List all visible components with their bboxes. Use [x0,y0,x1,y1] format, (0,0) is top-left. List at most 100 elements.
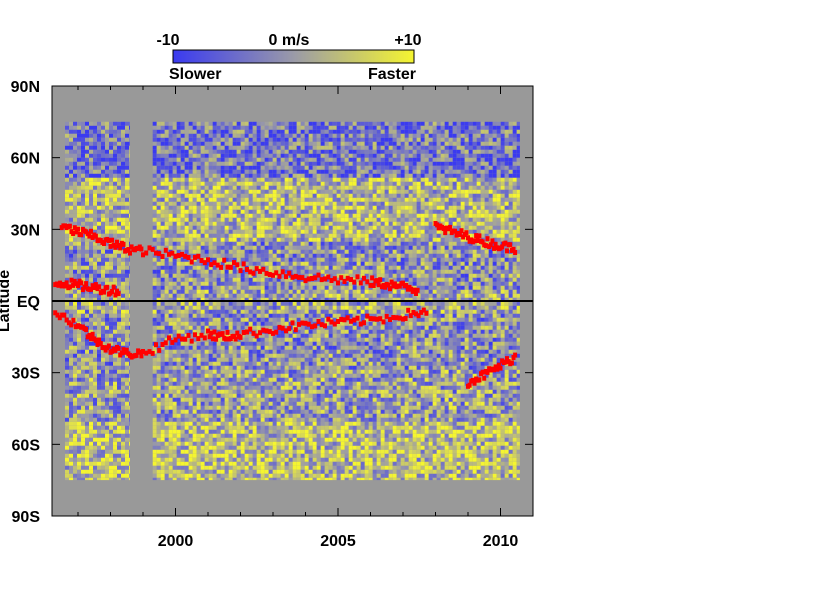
heatmap-cell [292,261,297,266]
heatmap-cell [220,133,225,138]
heatmap-cell [200,445,205,450]
heatmap-cell [300,289,305,294]
heatmap-cell [81,121,85,126]
heatmap-cell [176,169,181,174]
heatmap-cell [280,289,285,294]
heatmap-cell [168,369,173,374]
heatmap-cell [240,265,245,270]
heatmap-cell [228,473,233,478]
heatmap-cell [129,301,130,306]
heatmap-cell [212,377,217,382]
heatmap-cell [248,381,253,386]
heatmap-cell [288,129,293,134]
heatmap-cell [284,161,289,166]
heatmap-cell [93,125,97,130]
heatmap-cell [268,361,273,366]
heatmap-cell [192,417,197,422]
heatmap-cell [89,201,93,206]
heatmap-cell [77,405,81,410]
heatmap-cell [208,321,213,326]
heatmap-cell [188,301,193,306]
heatmap-cell [212,353,217,358]
heatmap-cell [284,385,289,390]
heatmap-cell [176,149,181,154]
heatmap-cell [236,153,241,158]
heatmap-cell [224,313,229,318]
heatmap-cell [77,141,81,146]
heatmap-cell [200,341,205,346]
heatmap-cell [296,413,301,418]
heatmap-cell [152,193,157,198]
heatmap-cell [268,473,273,478]
heatmap-cell [280,133,285,138]
heatmap-cell [240,165,245,170]
heatmap-cell [73,473,77,478]
heatmap-cell [85,253,89,258]
heatmap-cell [200,185,205,190]
heatmap-cell [212,149,217,154]
heatmap-cell [224,133,229,138]
heatmap-cell [184,273,189,278]
heatmap-cell [125,357,129,362]
heatmap-cell [93,157,97,162]
heatmap-cell [125,329,129,334]
heatmap-cell [113,197,117,202]
heatmap-cell [272,337,277,342]
heatmap-cell [188,217,193,222]
heatmap-cell [184,205,189,210]
heatmap-cell [176,365,181,370]
heatmap-cell [256,401,261,406]
heatmap-cell [224,349,229,354]
heatmap-cell [176,397,181,402]
heatmap-cell [224,261,229,266]
heatmap-cell [248,157,253,162]
heatmap-cell [264,125,269,130]
heatmap-cell [73,289,77,294]
heatmap-cell [212,469,217,474]
heatmap-cell [156,185,161,190]
heatmap-cell [300,437,305,442]
heatmap-cell [264,453,269,458]
heatmap-cell [101,281,105,286]
heatmap-cell [228,365,233,370]
heatmap-cell [300,417,305,422]
heatmap-cell [117,321,121,326]
heatmap-cell [296,437,301,442]
heatmap-cell [121,433,125,438]
heatmap-cell [188,433,193,438]
heatmap-cell [89,417,93,422]
heatmap-cell [196,121,201,126]
heatmap-cell [284,433,289,438]
heatmap-cell [284,133,289,138]
heatmap-cell [65,337,69,342]
heatmap-cell [85,357,89,362]
heatmap-cell [188,417,193,422]
heatmap-cell [105,461,109,466]
heatmap-cell [81,345,85,350]
heatmap-cell [196,465,201,470]
heatmap-cell [65,441,69,446]
heatmap-cell [252,377,257,382]
heatmap-cell [180,289,185,294]
heatmap-cell [152,297,157,302]
heatmap-cell [109,225,113,230]
heatmap-cell [93,317,97,322]
heatmap-cell [65,133,69,138]
heatmap-cell [85,293,89,298]
heatmap-cell [228,441,233,446]
heatmap-cell [196,273,201,278]
heatmap-cell [216,337,221,342]
heatmap-cell [220,181,225,186]
heatmap-cell [200,129,205,134]
heatmap-cell [244,465,249,470]
heatmap-cell [272,245,277,250]
heatmap-cell [228,189,233,194]
heatmap-cell [276,349,281,354]
heatmap-cell [172,173,177,178]
heatmap-cell [200,137,205,142]
heatmap-cell [204,249,209,254]
heatmap-cell [125,421,129,426]
heatmap-cell [65,261,69,266]
heatmap-cell [188,457,193,462]
heatmap-cell [113,445,117,450]
